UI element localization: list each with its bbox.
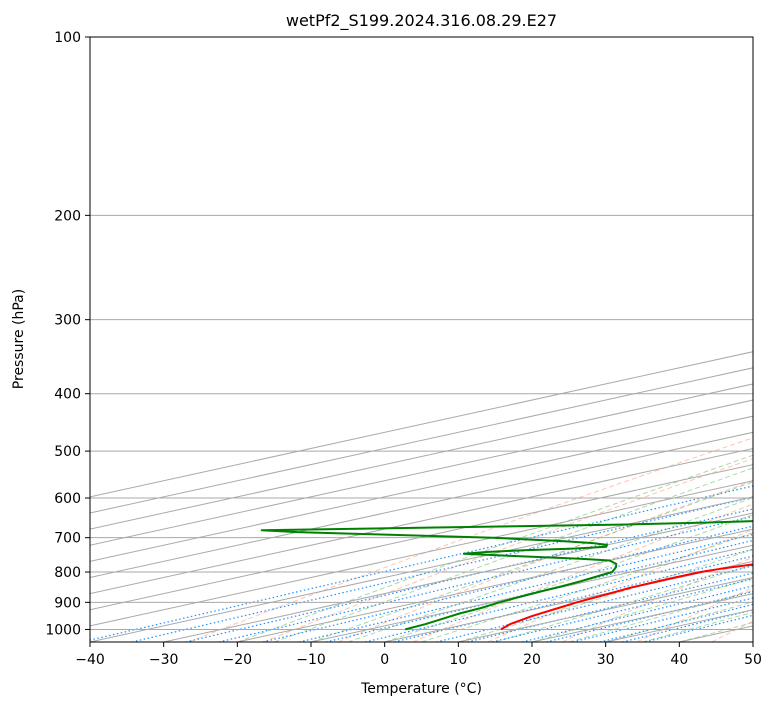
- x-tick-label: 10: [449, 652, 467, 668]
- x-tick-label: 0: [380, 652, 389, 668]
- y-tick-label: 800: [54, 565, 81, 581]
- x-axis-title: Temperature (°C): [360, 681, 482, 697]
- chart-title: wetPf2_S199.2024.316.08.29.E27: [286, 11, 557, 31]
- y-tick-label: 300: [54, 313, 81, 329]
- y-tick-label: 900: [54, 595, 81, 611]
- y-tick-label: 200: [54, 208, 81, 224]
- y-tick-label: 600: [54, 491, 81, 507]
- x-tick-label: −20: [223, 652, 253, 668]
- x-tick-label: 50: [744, 652, 762, 668]
- x-tick-label: 20: [523, 652, 541, 668]
- y-tick-label: 700: [54, 531, 81, 547]
- y-tick-label: 500: [54, 444, 81, 460]
- y-tick-label: 1000: [45, 622, 81, 638]
- x-tick-label: 30: [597, 652, 615, 668]
- y-axis-title: Pressure (hPa): [11, 289, 27, 389]
- x-tick-label: −30: [149, 652, 179, 668]
- x-tick-label: 40: [670, 652, 688, 668]
- y-tick-label: 400: [54, 387, 81, 403]
- x-tick-label: −10: [296, 652, 326, 668]
- y-tick-label: 100: [54, 30, 81, 46]
- x-tick-label: −40: [75, 652, 105, 668]
